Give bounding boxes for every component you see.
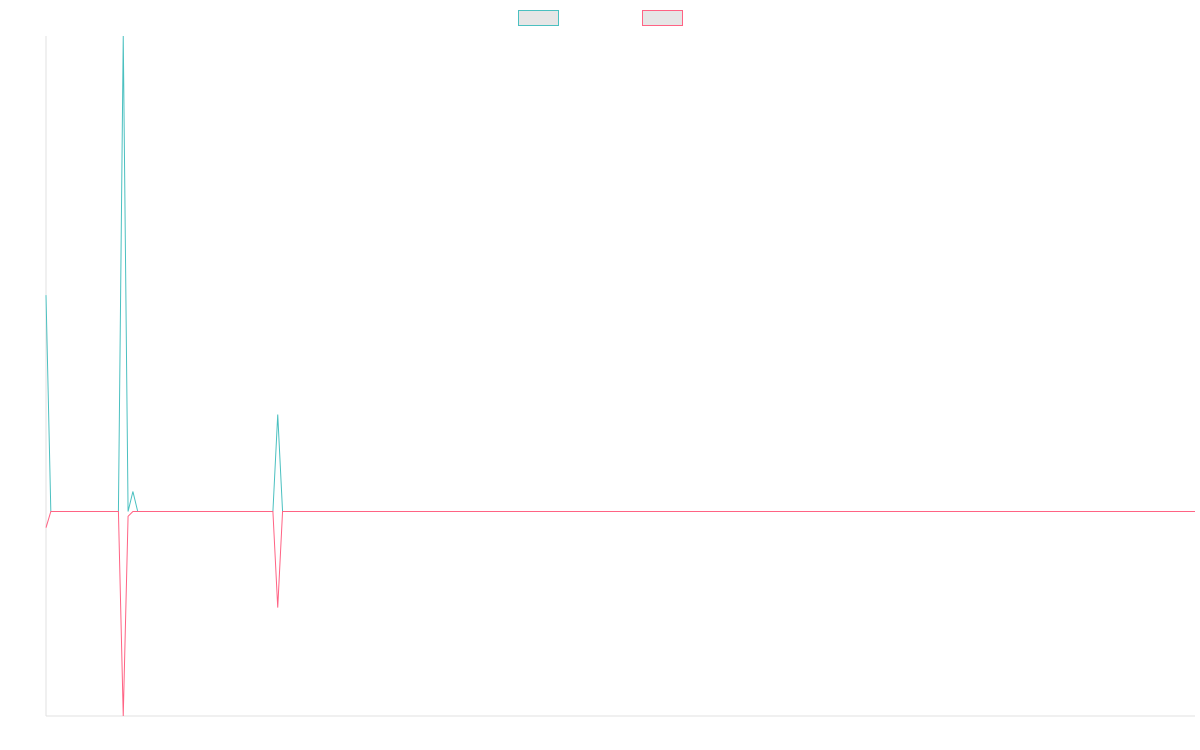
- legend-swatch[interactable]: [642, 10, 683, 26]
- data-line: [45, 35, 1195, 513]
- data-line: [45, 511, 1195, 717]
- legend-swatch[interactable]: [518, 10, 559, 26]
